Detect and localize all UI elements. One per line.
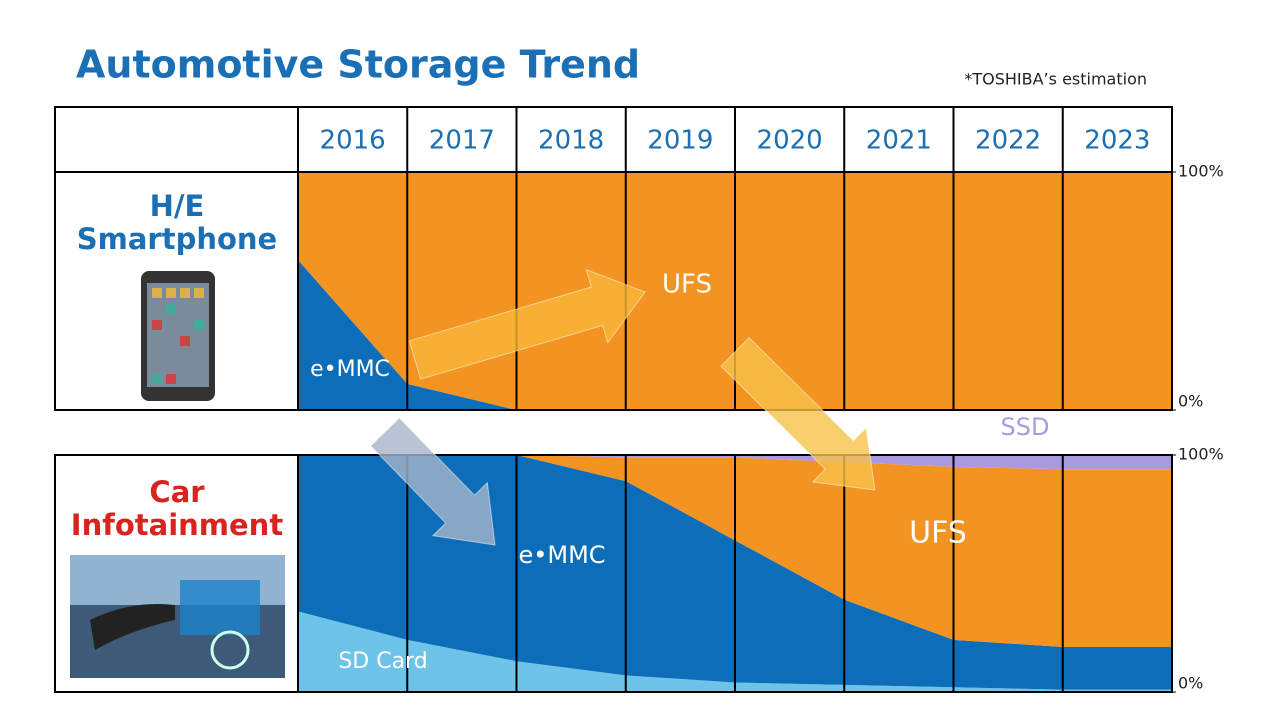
year-label: 2016 (320, 126, 386, 156)
year-label: 2018 (538, 126, 604, 156)
year-label: 2020 (757, 126, 823, 156)
arrow (369, 417, 496, 546)
phone-icon (141, 271, 215, 401)
frame-bottom (54, 454, 1173, 693)
series-label: SD Card (338, 649, 427, 674)
y-tick-label: 0% (1178, 392, 1203, 411)
row-title: Car Infotainment (70, 475, 284, 542)
row-title: H/E Smartphone (76, 189, 278, 256)
y-tick-label: 100% (1178, 445, 1224, 464)
title: Automotive Storage Trend (76, 43, 640, 87)
year-label: 2017 (429, 126, 495, 156)
arrow (408, 268, 646, 380)
arrow (720, 337, 876, 491)
series-label: SSD (1001, 413, 1050, 441)
y-tick-label: 0% (1178, 674, 1203, 693)
car-image (70, 555, 285, 678)
y-tick-label: 100% (1178, 162, 1224, 181)
frame (54, 106, 1173, 693)
year-label: 2022 (975, 126, 1041, 156)
series-label: e•MMC (518, 541, 605, 569)
year-label: 2023 (1084, 126, 1150, 156)
frame-top (54, 106, 1173, 411)
area (298, 260, 1172, 410)
series-label: UFS (662, 270, 712, 300)
series-label: UFS (909, 516, 967, 551)
series-label: e•MMC (310, 357, 390, 382)
year-label: 2021 (866, 126, 932, 156)
year-label: 2019 (647, 126, 713, 156)
note: *TOSHIBA’s estimation (964, 70, 1147, 89)
